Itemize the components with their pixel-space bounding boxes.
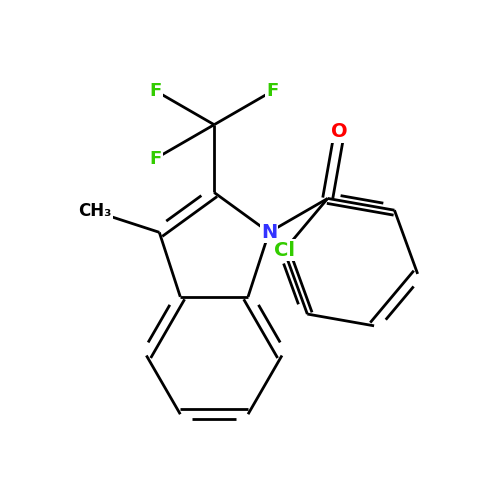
Text: F: F	[150, 82, 162, 100]
Text: F: F	[150, 150, 162, 168]
Text: CH₃: CH₃	[78, 202, 112, 220]
Text: N: N	[261, 223, 277, 242]
Text: Cl: Cl	[274, 241, 294, 260]
Text: F: F	[266, 82, 279, 100]
Text: O: O	[331, 122, 348, 141]
